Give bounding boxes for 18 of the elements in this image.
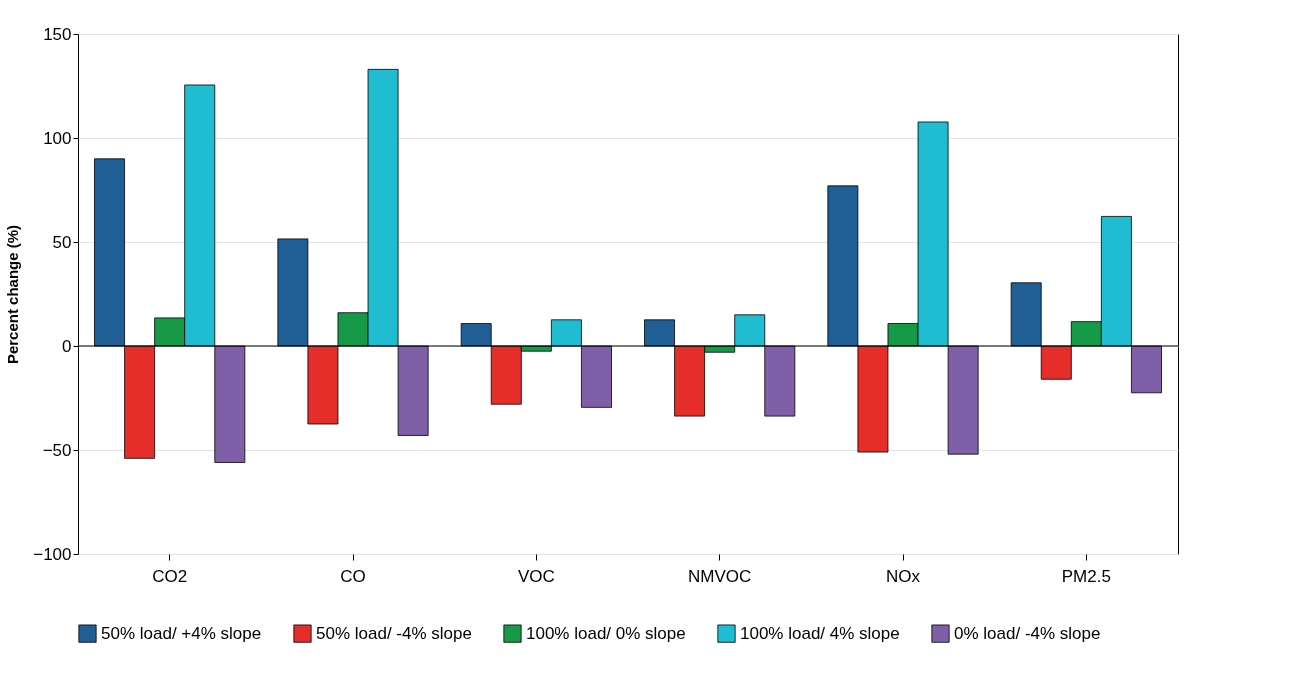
legend-label: 50% load/ -4% slope	[316, 623, 472, 643]
y-tick-label: −50	[42, 440, 72, 460]
y-tick-label: 0	[62, 336, 72, 356]
y-tick-label: 100	[43, 128, 72, 148]
y-tick-label: 50	[52, 232, 72, 252]
legend-label: 0% load/ -4% slope	[954, 623, 1101, 643]
legend-label: 100% load/ 0% slope	[526, 623, 686, 643]
x-tick-label: NMVOC	[688, 566, 752, 586]
x-tick-label: CO2	[152, 566, 188, 586]
y-tick-label: −100	[33, 544, 72, 564]
legend-label: 50% load/ +4% slope	[101, 623, 262, 643]
x-tick-label: CO	[340, 566, 366, 586]
y-axis-title: Percent change (%)	[4, 224, 22, 365]
x-tick-label: PM2.5	[1061, 566, 1111, 586]
x-tick-label: NOx	[886, 566, 921, 586]
x-tick-label: VOC	[517, 566, 555, 586]
legend-label: 100% load/ 4% slope	[740, 623, 900, 643]
y-tick-label: 150	[43, 24, 72, 44]
